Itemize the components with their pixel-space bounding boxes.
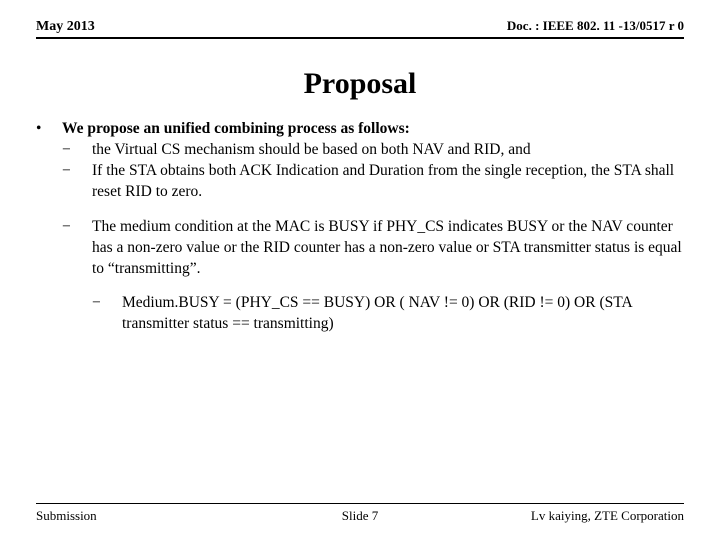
slide-header: May 2013 Doc. : IEEE 802. 11 -13/0517 r … bbox=[36, 18, 684, 39]
dash-icon: − bbox=[62, 140, 92, 161]
footer-left: Submission bbox=[36, 508, 97, 524]
bullet-icon: • bbox=[36, 119, 62, 140]
dash-icon: − bbox=[62, 217, 92, 280]
header-date: May 2013 bbox=[36, 19, 95, 35]
dash-icon: − bbox=[62, 161, 92, 203]
footer-rule bbox=[36, 503, 684, 504]
list-item: If the STA obtains both ACK Indication a… bbox=[92, 161, 684, 203]
list-item: the Virtual CS mechanism should be based… bbox=[92, 140, 684, 161]
dash-icon: − bbox=[92, 293, 122, 335]
slide-page: May 2013 Doc. : IEEE 802. 11 -13/0517 r … bbox=[0, 0, 720, 540]
slide-title: Proposal bbox=[36, 67, 684, 101]
slide-body: • We propose an unified combining proces… bbox=[36, 119, 684, 335]
slide-footer: Submission Slide 7 Lv kaiying, ZTE Corpo… bbox=[36, 503, 684, 524]
sub-list-item: Medium.BUSY = (PHY_CS == BUSY) OR ( NAV … bbox=[122, 293, 684, 335]
list-item: The medium condition at the MAC is BUSY … bbox=[92, 217, 684, 280]
footer-author: Lv kaiying, ZTE Corporation bbox=[531, 508, 684, 524]
header-doc-id: Doc. : IEEE 802. 11 -13/0517 r 0 bbox=[507, 18, 684, 34]
lead-text: We propose an unified combining process … bbox=[62, 119, 684, 140]
